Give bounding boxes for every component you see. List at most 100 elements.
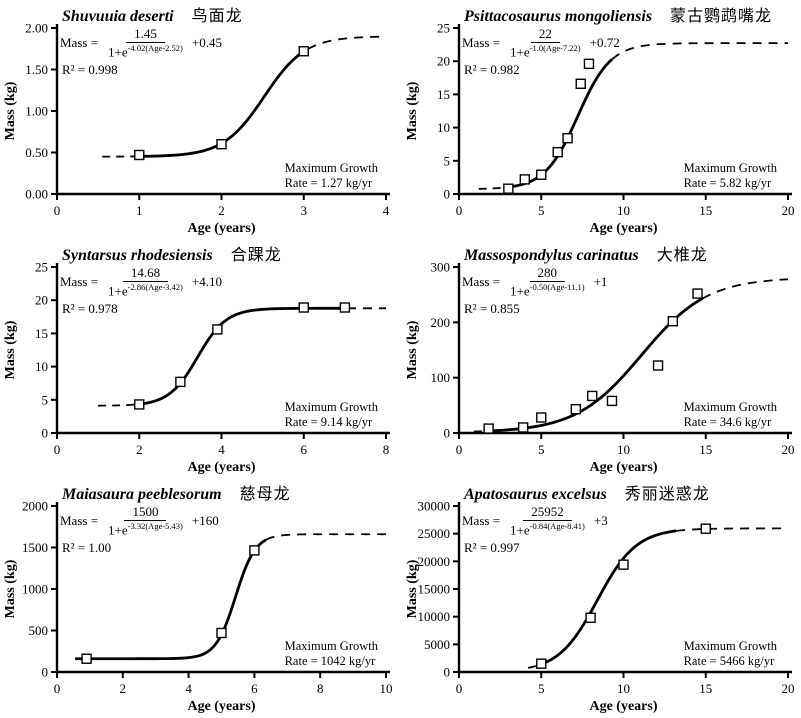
x-tick-label: 6	[251, 681, 258, 696]
max-growth-rate: Maximum Growth Rate = 34.6 kg/yr	[684, 400, 777, 431]
equation-exponent: -1.0(Age-7.22)	[529, 42, 581, 53]
data-point	[552, 146, 563, 158]
x-tick-label: 4	[185, 681, 192, 696]
fit-curve-solid	[511, 58, 613, 189]
panel-title: Massospondylus carinatus 大椎龙	[464, 241, 708, 265]
r-squared-label: R² = 0.982	[464, 62, 520, 77]
equation-lhs: Mass =	[462, 35, 501, 51]
x-tick-label: 5	[538, 681, 545, 696]
max-growth-line1: Maximum Growth	[284, 399, 378, 414]
y-tick-label: 15	[35, 326, 48, 341]
x-tick-label: 15	[699, 203, 712, 218]
max-growth-rate: Maximum Growth Rate = 1.27 kg/yr	[285, 161, 378, 192]
max-growth-rate: Maximum Growth Rate = 5466 kg/yr	[684, 639, 777, 670]
y-tick-label: 0	[444, 187, 451, 202]
x-tick-label: 0	[54, 681, 61, 696]
x-axis-title: Age (years)	[187, 221, 255, 236]
y-tick-label: 10000	[418, 609, 451, 624]
y-tick-label: 15	[437, 87, 450, 102]
y-tick-label: 200	[431, 315, 451, 330]
y-tick-label: 25	[35, 261, 48, 275]
chinese-name: 合踝龙	[230, 247, 282, 264]
x-tick-label: 20	[782, 681, 795, 696]
species-name: Massospondylus carinatus	[464, 247, 639, 264]
y-tick-label: 1500	[22, 540, 48, 555]
chart-canvas: 0 5 10 15 20 25 0 5 10 15 20 Age (years) Mass (kg)	[405, 22, 795, 236]
x-tick-label: 10	[380, 681, 393, 696]
chart-canvas: 0.00 0.50 1.00 1.50 2.00 0 1 2 3 4 Age (years) Mass…	[3, 22, 390, 236]
equation-lhs: Mass =	[462, 274, 501, 290]
data-point	[134, 149, 145, 161]
panel-title: Psittacosaurus mongoliensis 蒙古鹦鹉嘴龙	[464, 2, 772, 26]
equation-numerator: 1500	[124, 505, 167, 521]
x-tick-label: 10	[617, 203, 630, 218]
x-tick-label: 5	[538, 203, 545, 218]
equation-denominator: 1+e-1.0(Age-7.22)	[510, 42, 581, 59]
data-point	[81, 653, 92, 664]
equation-constant: +0.45	[191, 35, 222, 51]
y-tick-label: 2000	[22, 500, 48, 514]
chinese-name: 秀丽迷惑龙	[624, 486, 710, 503]
x-tick-label: 8	[383, 442, 390, 457]
max-growth-line2: Rate = 34.6 kg/yr	[683, 415, 772, 430]
equation-denominator: 1+e-2.86(Age-3.42)	[108, 281, 183, 298]
chart-canvas: 0 5000 10000 15000 20000 25000 30000 0 5 10 15 20 Ag…	[405, 500, 795, 714]
growth-equation: Mass = 22 1+e-1.0(Age-7.22) +0.72	[462, 27, 620, 60]
data-point	[667, 316, 679, 327]
fit-curve-dashed-right	[307, 35, 387, 50]
y-tick-label: 500	[29, 623, 49, 638]
data-point	[175, 376, 186, 388]
data-point	[249, 545, 260, 556]
r-squared-label: R² = 0.855	[464, 301, 520, 316]
chart-canvas: 0 100 200 300 0 5 10 15 20 Age (years) Mass (kg)	[405, 261, 795, 475]
growth-equation: Mass = 1.45 1+e-4.02(Age-2.52) +0.45	[60, 27, 222, 60]
y-axis-title: Mass (kg)	[405, 320, 420, 379]
x-tick-label: 20	[782, 203, 795, 218]
y-tick-label: 5000	[424, 637, 450, 652]
y-axis-title: Mass (kg)	[3, 81, 18, 140]
fit-curve-dashed-right	[611, 42, 788, 61]
equation-constant: +4.10	[191, 274, 222, 290]
x-tick-label: 15	[699, 681, 712, 696]
chart-canvas: 0 5 10 15 20 25 0 2 4 6 8 Age (years) Mass (kg)	[3, 261, 390, 475]
data-point	[587, 390, 598, 402]
r-squared-label: R² = 0.998	[62, 62, 118, 77]
data-point	[216, 627, 227, 639]
equation-denominator: 1+e-4.02(Age-2.52)	[108, 42, 183, 59]
equation-numerator: 1.45	[126, 27, 165, 43]
y-tick-label: 0	[444, 426, 451, 441]
chinese-name: 蒙古鹦鹉嘴龙	[670, 8, 773, 25]
x-tick-label: 2	[136, 442, 143, 457]
x-axis-title: Age (years)	[589, 699, 657, 714]
r-squared-label: R² = 0.978	[62, 301, 118, 316]
x-tick-label: 0	[456, 203, 463, 218]
x-axis-title: Age (years)	[589, 221, 657, 236]
equation-fraction: 1.45 1+e-4.02(Age-2.52)	[106, 27, 185, 60]
x-tick-label: 15	[699, 442, 712, 457]
max-growth-line1: Maximum Growth	[284, 638, 378, 653]
y-tick-label: 0	[444, 665, 451, 680]
y-tick-label: 1.50	[25, 62, 48, 77]
x-tick-label: 4	[383, 203, 390, 218]
data-point	[298, 46, 309, 57]
data-point	[652, 360, 664, 371]
x-tick-label: 2	[218, 203, 225, 218]
y-tick-label: 20	[437, 54, 450, 69]
y-tick-label: 100	[431, 370, 451, 385]
equation-exponent: -3.32(Age-5.43)	[127, 520, 183, 531]
y-axis-title: Mass (kg)	[405, 559, 420, 618]
chinese-name: 大椎龙	[656, 247, 708, 264]
growth-panel-5: Maiasaura peeblesorum 慈母龙 Mass = 1500 1+…	[0, 478, 402, 717]
x-axis-title: Age (years)	[187, 460, 255, 475]
x-tick-label: 10	[617, 681, 630, 696]
data-point	[216, 138, 227, 150]
y-tick-label: 20000	[418, 554, 451, 569]
equation-constant: +0.72	[589, 35, 620, 51]
x-tick-label: 3	[301, 203, 308, 218]
fit-curve-dashed-left	[478, 185, 512, 190]
equation-exponent: -0.84(Age-8.41)	[529, 520, 585, 531]
y-tick-label: 0	[42, 665, 49, 680]
data-point	[700, 523, 711, 534]
x-axis-title: Age (years)	[589, 460, 657, 475]
fit-curve-solid	[141, 306, 347, 406]
